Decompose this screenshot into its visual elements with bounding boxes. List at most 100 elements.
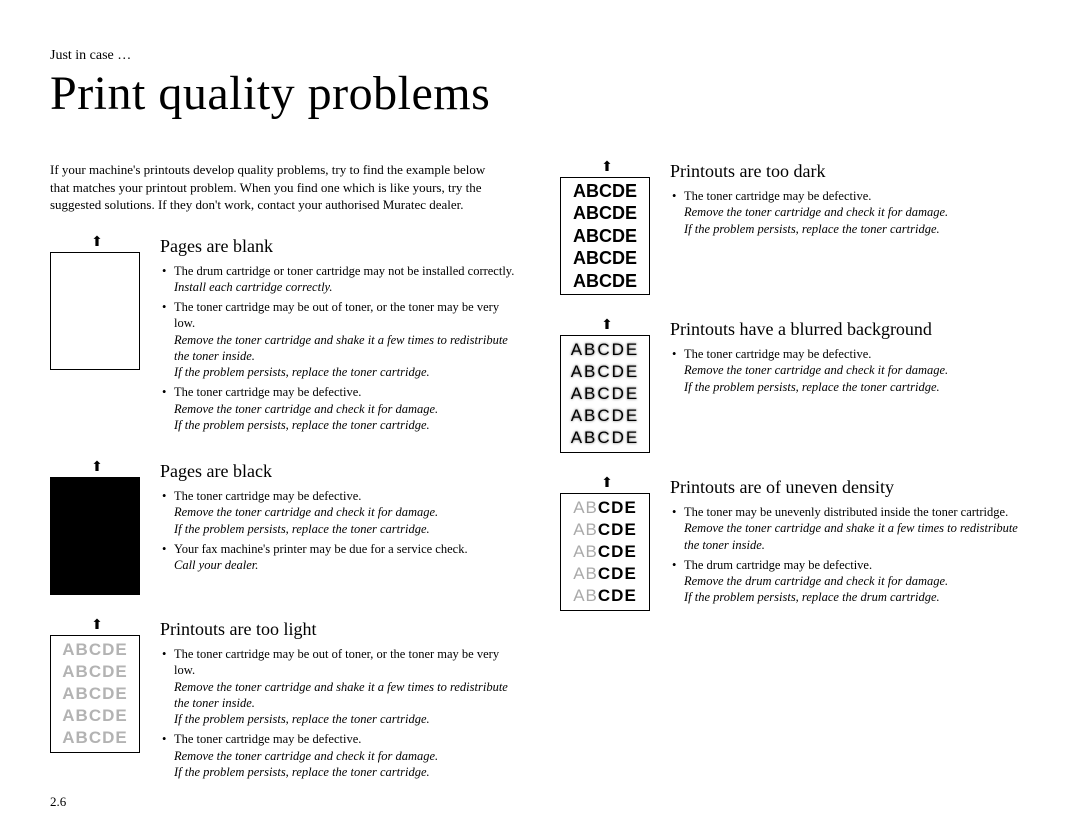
arrow-icon: ⬆: [50, 619, 144, 633]
sample-uneven-5: ABCDE: [573, 585, 637, 607]
content-black: Pages are black The toner cartridge may …: [160, 461, 520, 595]
sample-blurred-3: ABCDE: [571, 383, 640, 405]
thumb-black-col: ⬆: [50, 461, 144, 595]
problem-text: The toner cartridge may be out of toner,…: [174, 647, 499, 677]
thumb-blurred: ABCDE ABCDE ABCDE ABCDE ABCDE: [560, 335, 650, 453]
bullet-item: The toner cartridge may be out of toner,…: [160, 299, 520, 380]
bullets-too-light: The toner cartridge may be out of toner,…: [160, 646, 520, 780]
sample-uneven-2: ABCDE: [573, 519, 637, 541]
thumb-too-dark: ABCDE ABCDE ABCDE ABCDE ABCDE: [560, 177, 650, 295]
sample-dark-1: ABCDE: [573, 180, 637, 203]
sample-dark-5: ABCDE: [573, 270, 637, 293]
left-column: If your machine's printouts develop qual…: [50, 161, 520, 808]
columns: If your machine's printouts develop qual…: [50, 161, 1030, 808]
problem-text: The toner cartridge may be defective.: [684, 347, 871, 361]
problem-text: Your fax machine's printer may be due fo…: [174, 542, 468, 556]
solution-text: If the problem persists, replace the ton…: [684, 221, 1030, 237]
solution-text: If the problem persists, replace the ton…: [174, 417, 520, 433]
problem-text: The toner cartridge may be defective.: [684, 189, 871, 203]
sample-blurred-4: ABCDE: [571, 405, 640, 427]
sample-dark-3: ABCDE: [573, 225, 637, 248]
solution-text: If the problem persists, replace the dru…: [684, 589, 1030, 605]
problem-text: The toner cartridge may be defective.: [174, 489, 361, 503]
problem-text: The toner cartridge may be defective.: [174, 732, 361, 746]
section-title-too-light: Printouts are too light: [160, 619, 520, 640]
bullets-too-dark: The toner cartridge may be defective.Rem…: [670, 188, 1030, 237]
section-blurred: ⬆ ABCDE ABCDE ABCDE ABCDE ABCDE Printout…: [560, 319, 1030, 453]
thumb-black: [50, 477, 140, 595]
section-blank: ⬆ Pages are blank The drum cartridge or …: [50, 236, 520, 438]
section-title-black: Pages are black: [160, 461, 520, 482]
solution-text: Remove the drum cartridge and check it f…: [684, 573, 1030, 589]
section-uneven: ⬆ ABCDE ABCDE ABCDE ABCDE ABCDE Printout…: [560, 477, 1030, 611]
thumb-blurred-col: ⬆ ABCDE ABCDE ABCDE ABCDE ABCDE: [560, 319, 654, 453]
arrow-icon: ⬆: [560, 477, 654, 491]
bullet-item: The toner cartridge may be defective.Rem…: [670, 188, 1030, 237]
problem-text: The toner cartridge may be defective.: [174, 385, 361, 399]
right-column: ⬆ ABCDE ABCDE ABCDE ABCDE ABCDE Printout…: [560, 161, 1030, 808]
section-title-blurred: Printouts have a blurred background: [670, 319, 1030, 340]
thumb-uneven: ABCDE ABCDE ABCDE ABCDE ABCDE: [560, 493, 650, 611]
bullet-item: The toner cartridge may be defective.Rem…: [160, 488, 520, 537]
solution-text: If the problem persists, replace the ton…: [174, 711, 520, 727]
sample-uneven-4: ABCDE: [573, 563, 637, 585]
bullet-item: The drum cartridge may be defective.Remo…: [670, 557, 1030, 606]
thumb-blank-col: ⬆: [50, 236, 144, 438]
sample-uneven-3: ABCDE: [573, 541, 637, 563]
solution-text: Remove the toner cartridge and check it …: [174, 401, 520, 417]
bullets-black: The toner cartridge may be defective.Rem…: [160, 488, 520, 573]
solution-text: Call your dealer.: [174, 557, 520, 573]
solution-text: Remove the toner cartridge and check it …: [684, 362, 1030, 378]
sample-light-5: ABCDE: [62, 727, 127, 749]
thumb-light-col: ⬆ ABCDE ABCDE ABCDE ABCDE ABCDE: [50, 619, 144, 784]
section-title-blank: Pages are blank: [160, 236, 520, 257]
sample-blurred-5: ABCDE: [571, 427, 640, 449]
bullet-item: The toner may be unevenly distributed in…: [670, 504, 1030, 553]
sample-light-1: ABCDE: [62, 639, 127, 661]
content-too-dark: Printouts are too dark The toner cartrid…: [670, 161, 1030, 295]
solution-text: If the problem persists, replace the ton…: [174, 764, 520, 780]
bullet-item: The drum cartridge or toner cartridge ma…: [160, 263, 520, 296]
arrow-icon: ⬆: [50, 236, 144, 250]
solution-text: Remove the toner cartridge and check it …: [174, 748, 520, 764]
solution-text: If the problem persists, replace the ton…: [684, 379, 1030, 395]
solution-text: Remove the toner cartridge and check it …: [174, 504, 520, 520]
section-title-too-dark: Printouts are too dark: [670, 161, 1030, 182]
sample-blurred-1: ABCDE: [571, 339, 640, 361]
arrow-icon: ⬆: [560, 319, 654, 333]
page-number: 2.6: [50, 794, 66, 810]
page-title: Print quality problems: [50, 66, 1030, 121]
bullet-item: The toner cartridge may be defective. Rem…: [160, 731, 520, 780]
bullets-blurred: The toner cartridge may be defective.Rem…: [670, 346, 1030, 395]
problem-text: The drum cartridge or toner cartridge ma…: [174, 264, 514, 278]
thumb-blank: [50, 252, 140, 370]
solution-text: Remove the toner cartridge and shake it …: [174, 679, 520, 712]
solution-text: If the problem persists, replace the ton…: [174, 521, 520, 537]
problem-text: The toner may be unevenly distributed in…: [684, 505, 1008, 519]
sample-light-3: ABCDE: [62, 683, 127, 705]
problem-text: The toner cartridge may be out of toner,…: [174, 300, 499, 330]
solution-text: Remove the toner cartridge and shake it …: [174, 332, 520, 365]
sample-blurred-2: ABCDE: [571, 361, 640, 383]
solution-text: Remove the toner cartridge and shake it …: [684, 520, 1030, 553]
thumb-too-light: ABCDE ABCDE ABCDE ABCDE ABCDE: [50, 635, 140, 753]
bullets-uneven: The toner may be unevenly distributed in…: [670, 504, 1030, 606]
sample-dark-4: ABCDE: [573, 247, 637, 270]
sample-dark-2: ABCDE: [573, 202, 637, 225]
section-black: ⬆ Pages are black The toner cartridge ma…: [50, 461, 520, 595]
bullet-item: The toner cartridge may be defective.Rem…: [670, 346, 1030, 395]
section-too-dark: ⬆ ABCDE ABCDE ABCDE ABCDE ABCDE Printout…: [560, 161, 1030, 295]
arrow-icon: ⬆: [560, 161, 654, 175]
sample-light-2: ABCDE: [62, 661, 127, 683]
content-blank: Pages are blank The drum cartridge or to…: [160, 236, 520, 438]
bullet-item: The toner cartridge may be defective. Rem…: [160, 384, 520, 433]
thumb-dark-col: ⬆ ABCDE ABCDE ABCDE ABCDE ABCDE: [560, 161, 654, 295]
content-uneven: Printouts are of uneven density The tone…: [670, 477, 1030, 611]
solution-text: Install each cartridge correctly.: [174, 279, 520, 295]
solution-text: If the problem persists, replace the ton…: [174, 364, 520, 380]
header-small: Just in case …: [50, 48, 1030, 64]
content-blurred: Printouts have a blurred background The …: [670, 319, 1030, 453]
content-too-light: Printouts are too light The toner cartri…: [160, 619, 520, 784]
section-title-uneven: Printouts are of uneven density: [670, 477, 1030, 498]
intro-paragraph: If your machine's printouts develop qual…: [50, 161, 505, 214]
